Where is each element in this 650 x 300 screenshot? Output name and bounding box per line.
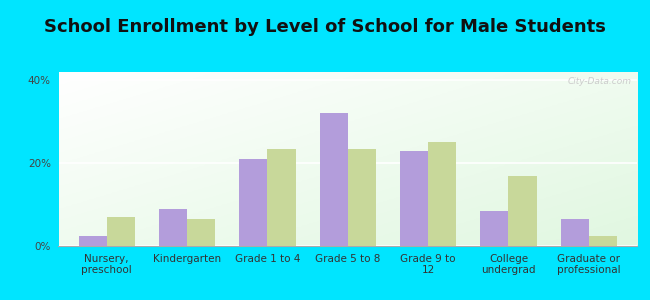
Bar [561, 219, 589, 246]
Bar [267, 148, 296, 246]
Bar [79, 236, 107, 246]
Bar [589, 236, 617, 246]
Bar [480, 211, 508, 246]
Bar [320, 113, 348, 246]
Bar [107, 217, 135, 246]
Bar [508, 176, 536, 246]
Bar [239, 159, 267, 246]
Bar [159, 209, 187, 246]
Bar [348, 148, 376, 246]
Text: City-Data.com: City-Data.com [567, 77, 631, 86]
Bar [428, 142, 456, 246]
Bar [187, 219, 215, 246]
Bar [400, 151, 428, 246]
Text: School Enrollment by Level of School for Male Students: School Enrollment by Level of School for… [44, 18, 606, 36]
